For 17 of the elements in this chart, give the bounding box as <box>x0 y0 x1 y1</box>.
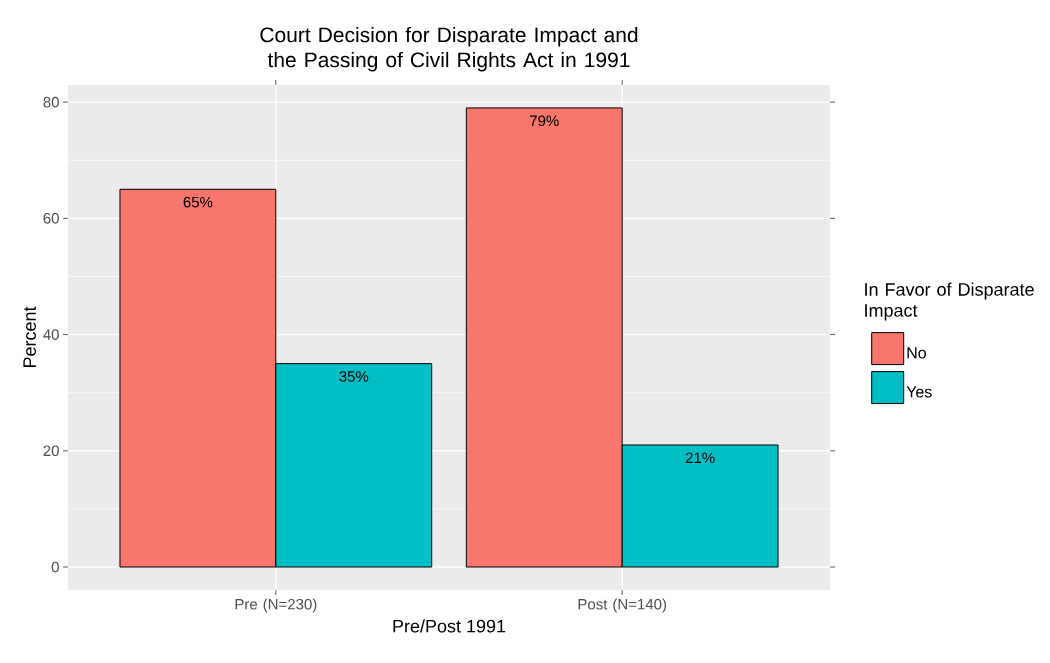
legend-title: In Favor of Disparate Impact <box>865 282 1034 321</box>
x-tick-label: Post (N=140) <box>578 598 667 613</box>
x-axis-title: Pre/Post 1991 <box>393 619 506 633</box>
y-axis-title: Percent <box>23 306 36 368</box>
y-tick-label: 40 <box>43 329 59 340</box>
y-tick-label: 60 <box>43 213 59 224</box>
legend-label: No <box>907 347 926 359</box>
y-tick-label: 0 <box>51 561 59 573</box>
legend-label: Yes <box>906 386 932 398</box>
data-label: 79% <box>530 115 559 127</box>
x-tick-label: Pre (N=230) <box>235 598 317 613</box>
y-tick-label: 20 <box>43 445 59 457</box>
data-label: 35% <box>339 371 369 382</box>
chart-title: Court Decision for Disparate Impact and the Passing of Civil Rights Act in 1991 <box>260 26 638 72</box>
data-label: 21% <box>685 452 715 464</box>
data-label: 65% <box>183 196 213 208</box>
y-tick-label: 80 <box>43 96 59 108</box>
